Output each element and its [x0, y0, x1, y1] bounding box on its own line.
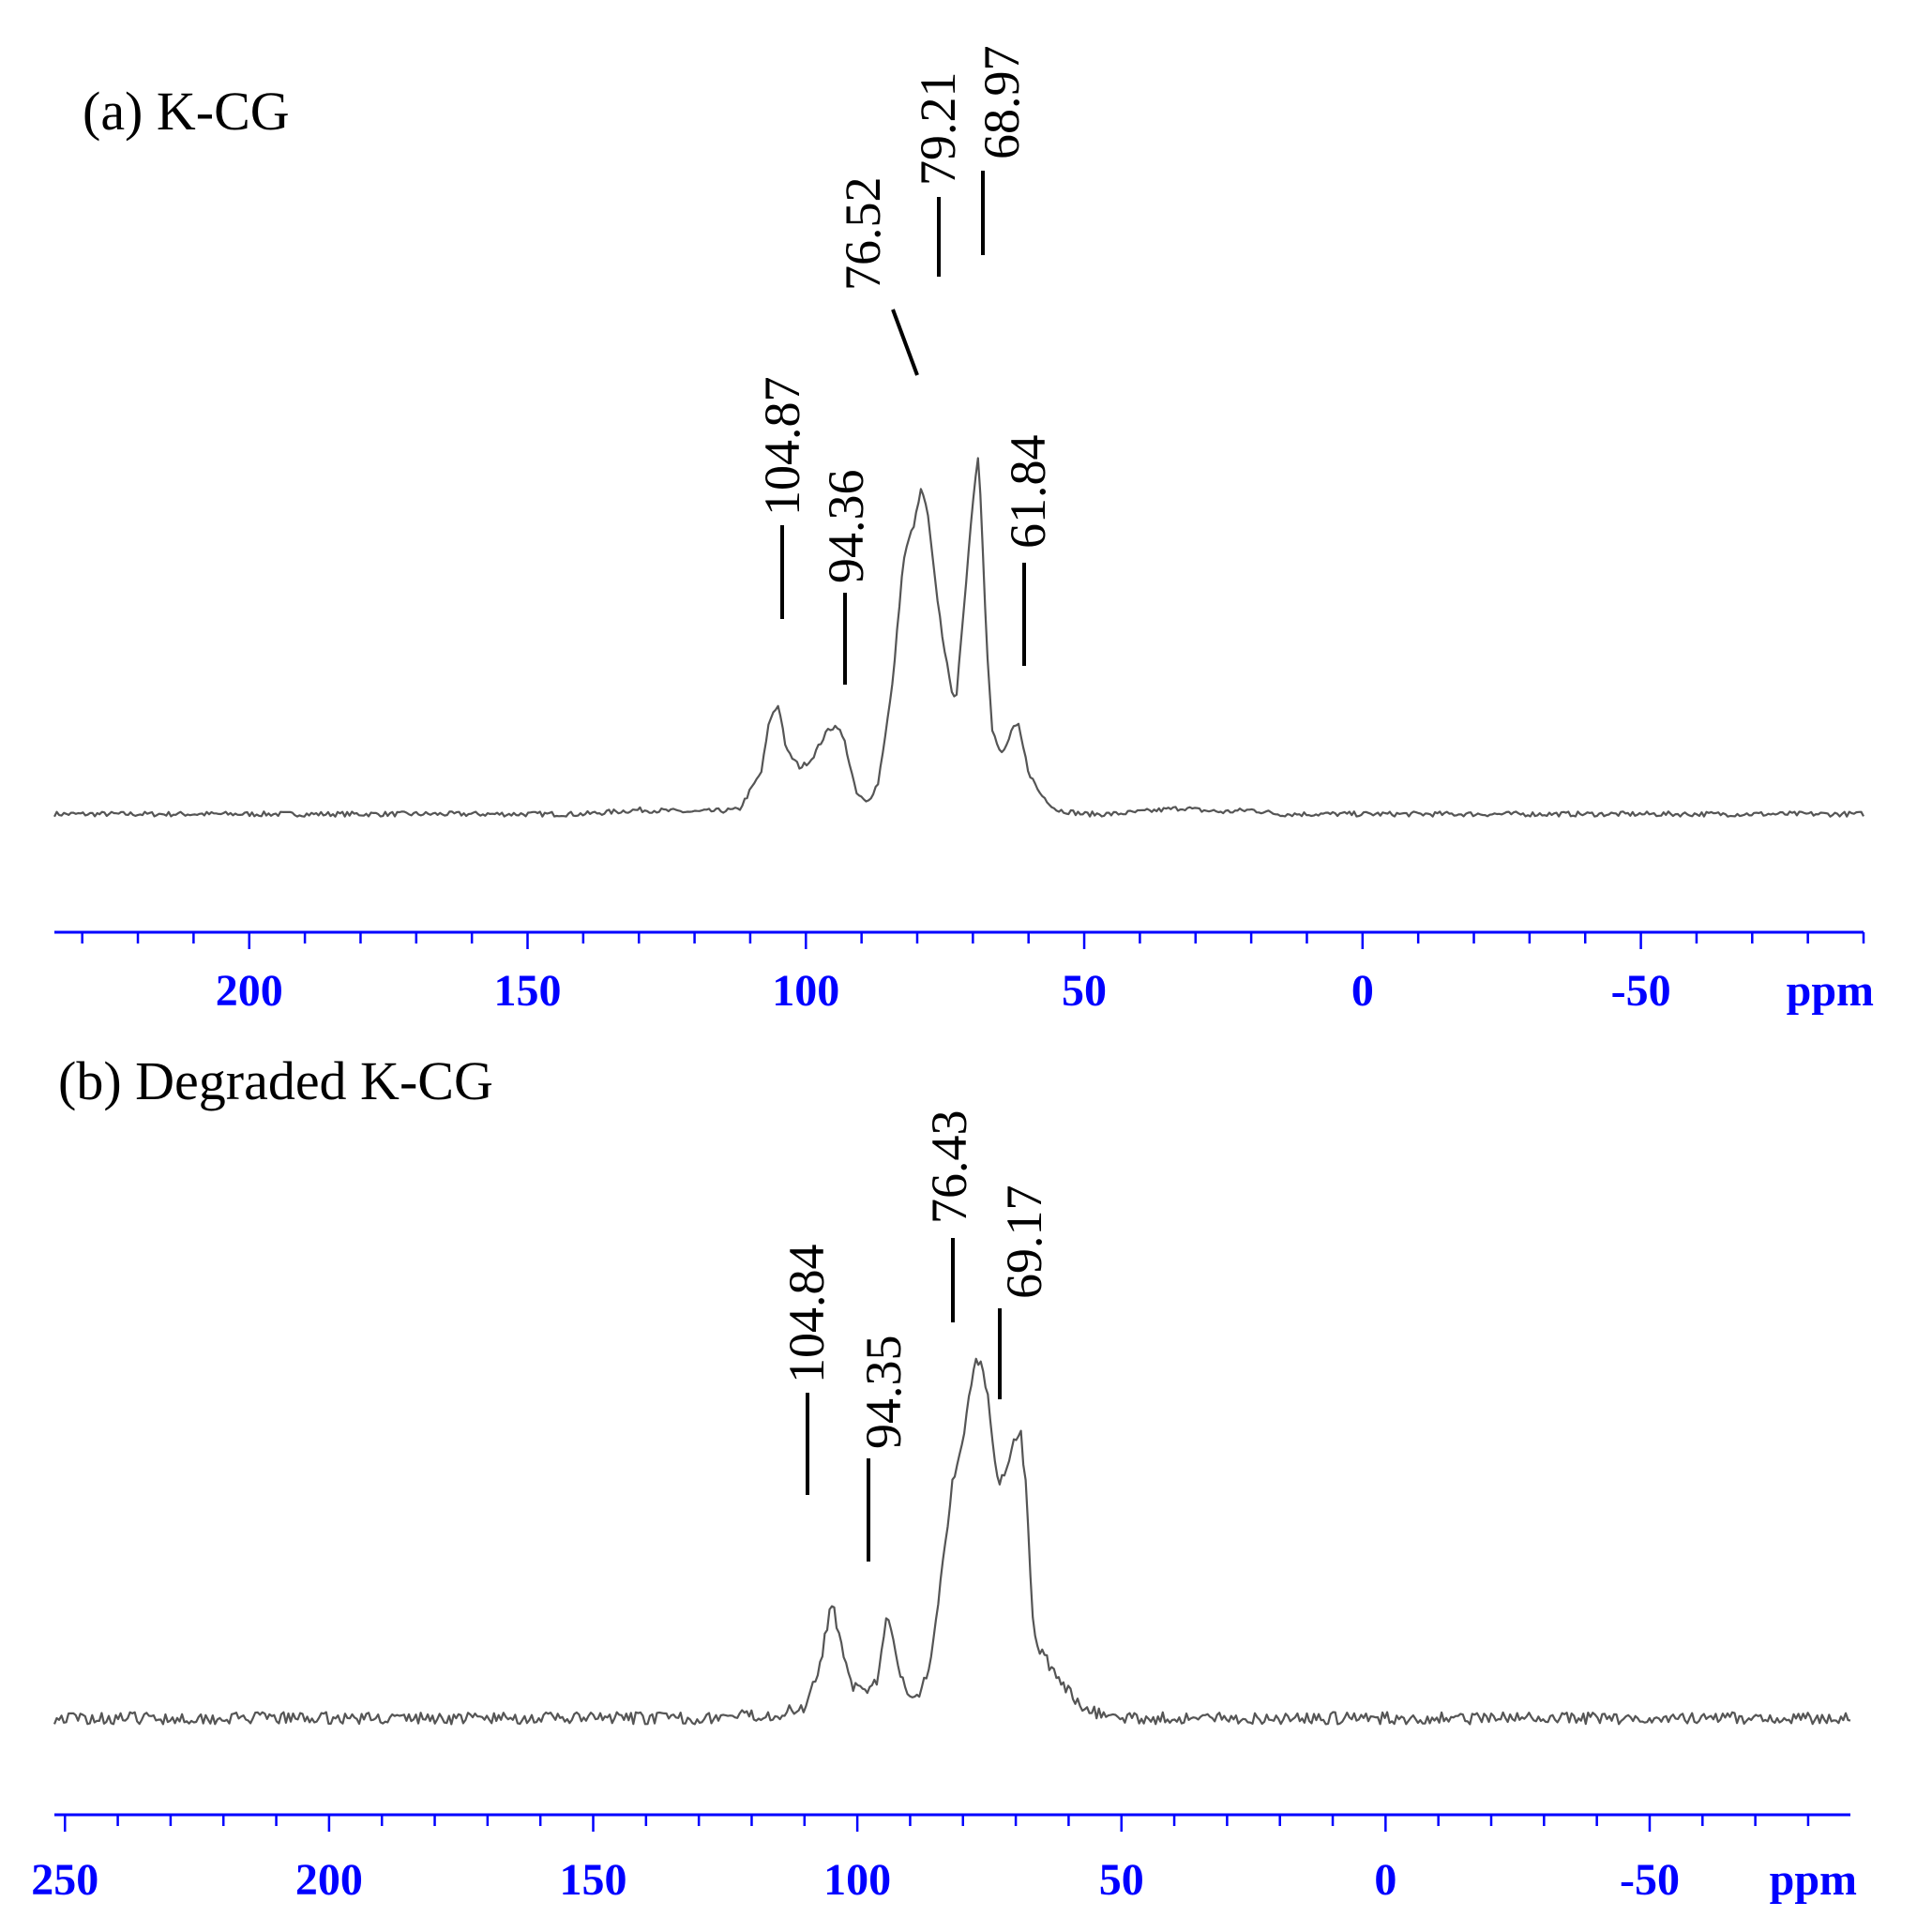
panel-a-x-tick-label: 100 — [772, 966, 839, 1016]
panel-a-x-tick-label: 200 — [216, 966, 283, 1016]
peak-label-a-76-52: 76.52 — [835, 177, 891, 292]
panel-a-x-tick-label: -50 — [1611, 966, 1671, 1016]
panel-a-x-axis: 200 150 100 50 0 -50 ppm — [54, 930, 1874, 1016]
panel-a-peak-labels: 104.87 94.36 76.52 79.21 68.97 61.84 — [754, 46, 1056, 685]
panel-b-x-axis: 250 200 150 100 50 0 -50 ppm — [31, 1813, 1857, 1905]
panel-b-spectrum-line — [53, 1357, 1851, 1726]
panel-a-x-tick-label: 50 — [1062, 966, 1107, 1016]
peak-label-a-79-21: 79.21 — [910, 72, 966, 187]
panel-b: (b) Degraded K-CG 104.84 94.35 76.43 69.… — [31, 1050, 1857, 1905]
panel-b-x-tick-label: 200 — [295, 1855, 363, 1905]
panel-b-x-tick-label: 100 — [823, 1855, 891, 1905]
peak-leader-a-76-52 — [891, 309, 919, 376]
panel-b-x-tick-label: 150 — [560, 1855, 627, 1905]
panel-b-x-tick-label: 50 — [1099, 1855, 1144, 1905]
peak-label-a-68-97: 68.97 — [974, 46, 1030, 160]
panel-b-title: (b) Degraded K-CG — [58, 1050, 493, 1111]
panel-a: (a) K-CG 104.87 94.36 76.52 79.21 68.97 … — [53, 46, 1874, 1016]
panel-a-x-tick-label: 0 — [1351, 966, 1374, 1016]
panel-b-x-tick-label: 0 — [1374, 1855, 1396, 1905]
panel-a-spectrum-line — [53, 457, 1864, 818]
peak-label-b-104-84: 104.84 — [778, 1245, 835, 1384]
panel-a-x-tick-label: 150 — [494, 966, 562, 1016]
panel-b-peak-labels: 104.84 94.35 76.43 69.17 — [778, 1110, 1052, 1562]
peak-label-a-104-87: 104.87 — [754, 377, 810, 517]
peak-label-b-76-43: 76.43 — [921, 1110, 977, 1225]
peak-label-a-61-84: 61.84 — [1000, 435, 1056, 550]
panel-a-title: (a) K-CG — [83, 81, 290, 142]
panel-b-x-axis-unit: ppm — [1770, 1855, 1857, 1905]
panel-b-x-tick-label: -50 — [1620, 1855, 1680, 1905]
peak-label-a-94-36: 94.36 — [818, 470, 874, 584]
peak-label-b-94-35: 94.35 — [855, 1336, 912, 1450]
panel-b-x-tick-label: 250 — [31, 1855, 98, 1905]
panel-a-x-axis-unit: ppm — [1787, 966, 1874, 1016]
peak-label-b-69-17: 69.17 — [996, 1185, 1052, 1300]
